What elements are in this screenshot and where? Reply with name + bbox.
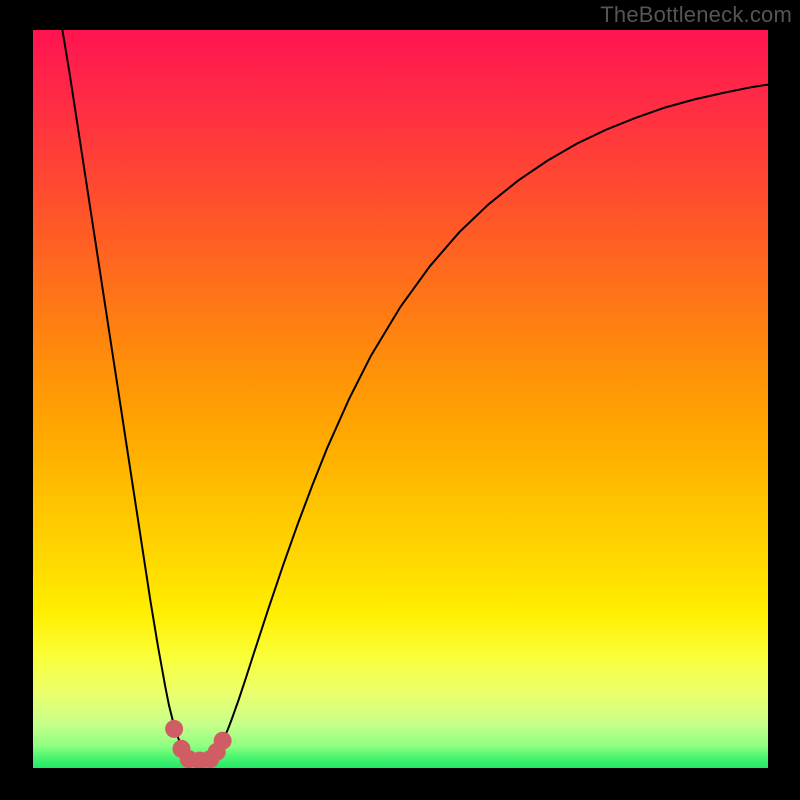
watermark-text: TheBottleneck.com [600, 2, 792, 28]
chart-plot-area [33, 30, 768, 768]
chart-background [33, 30, 768, 768]
curve-marker [214, 732, 232, 750]
curve-marker [165, 720, 183, 738]
outer-frame: TheBottleneck.com [0, 0, 800, 800]
chart-svg [33, 30, 768, 768]
